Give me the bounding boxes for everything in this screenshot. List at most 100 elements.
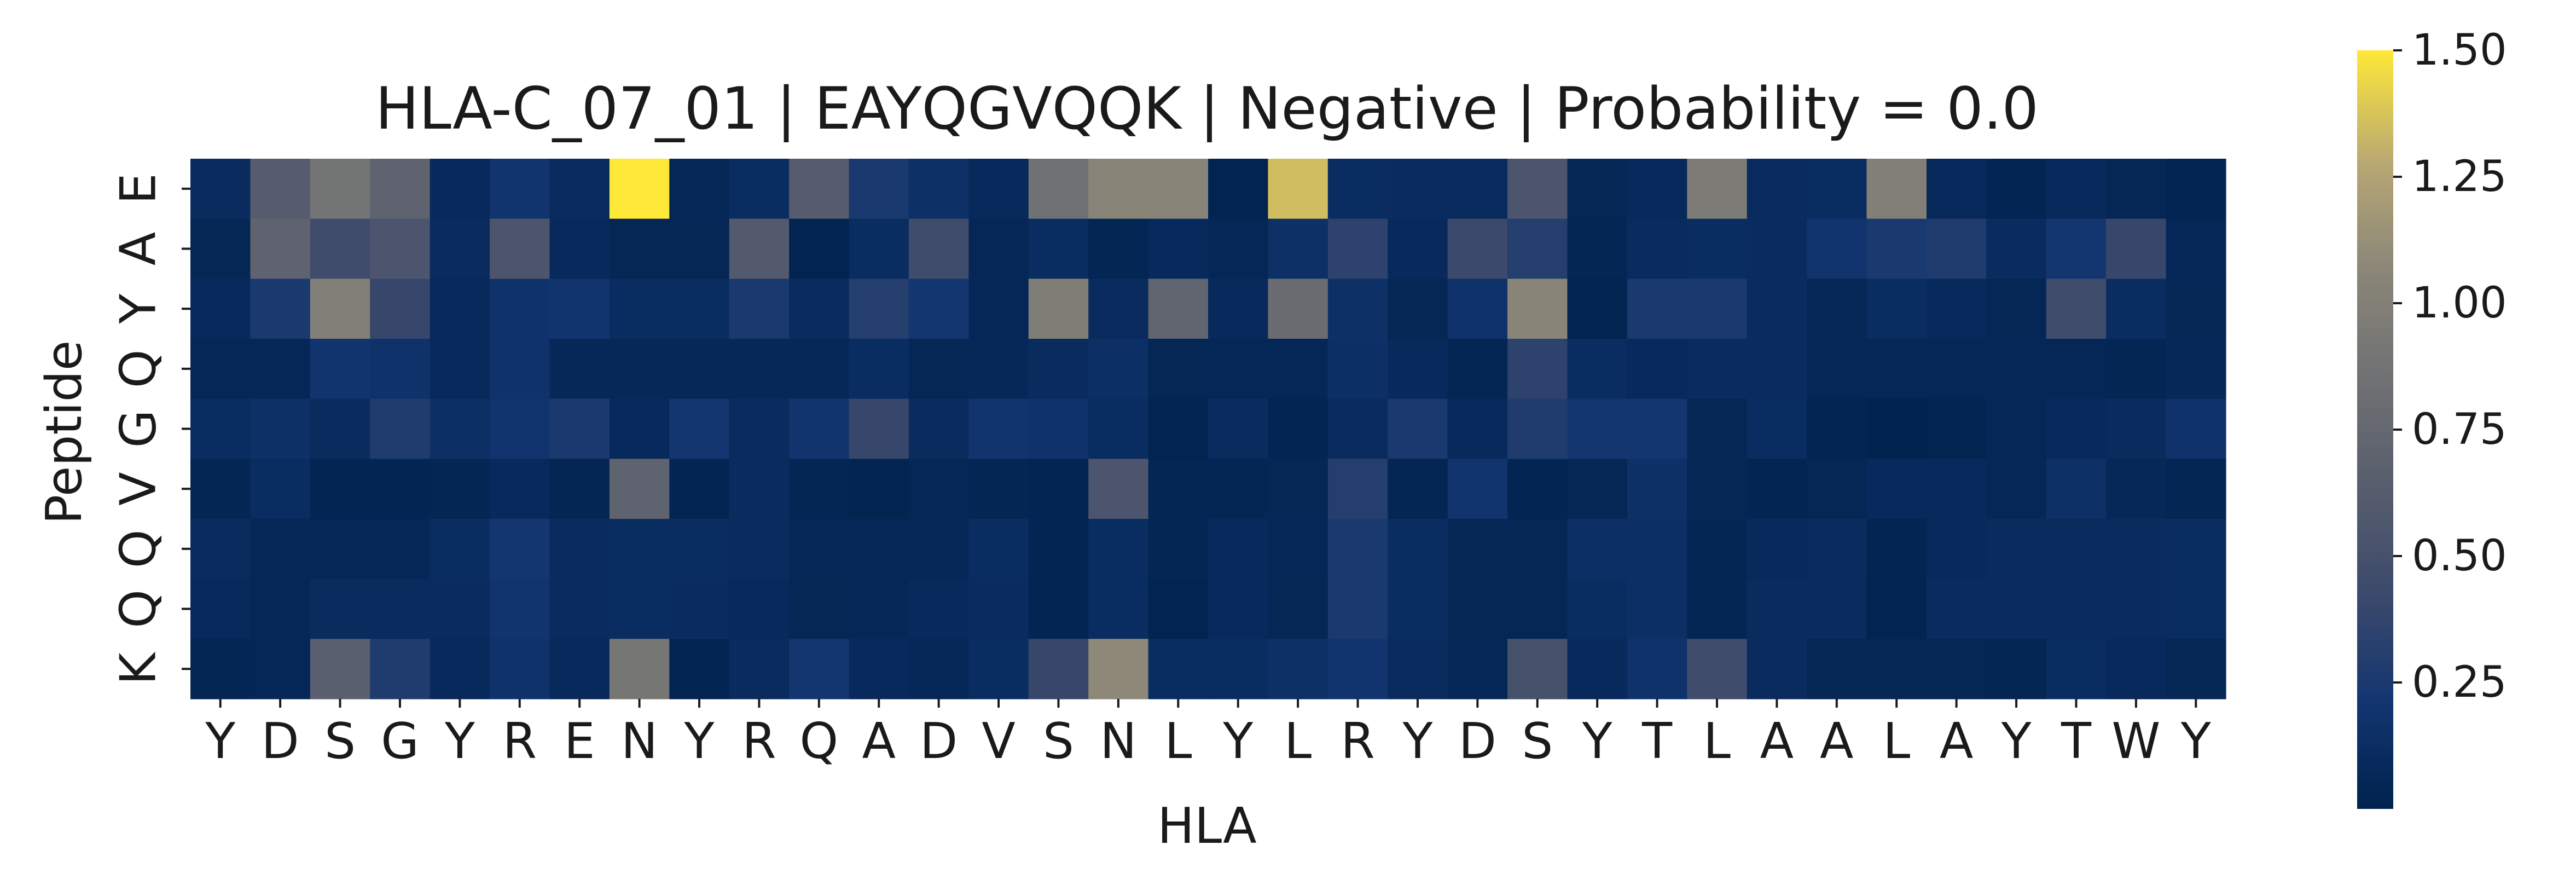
heatmap-cell [1986, 159, 2047, 219]
heatmap-cell [1507, 639, 1568, 699]
heatmap-cell [2106, 459, 2167, 519]
heatmap-cell [430, 639, 490, 699]
heatmap-cell [1148, 398, 1209, 459]
y-tick-label: E [110, 173, 167, 204]
heatmap-cell [1627, 578, 1687, 639]
x-tick-label: Y [2001, 713, 2032, 770]
heatmap-cell [908, 159, 969, 219]
heatmap-cell [789, 398, 850, 459]
heatmap-cell [1208, 578, 1269, 639]
colorbar-ticks: 0.25 0.50 0.75 1.00 1.25 1.50 [2393, 26, 2507, 707]
heatmap-cell [1388, 639, 1448, 699]
heatmap-cell [849, 578, 909, 639]
heatmap-cell [1028, 519, 1089, 580]
heatmap-cells [190, 159, 2226, 699]
x-tick-label: Y [1582, 713, 1613, 770]
heatmap-cell [669, 339, 730, 400]
heatmap-cell [729, 279, 790, 339]
heatmap-cell [1986, 218, 2047, 279]
y-tick-label: V [110, 472, 167, 506]
x-tick-label: L [1883, 713, 1910, 770]
heatmap-cell [1926, 578, 1987, 639]
heatmap-cell [1807, 639, 1867, 699]
y-tick-label: Q [110, 349, 167, 388]
heatmap-cell [609, 339, 670, 400]
heatmap-cell [729, 639, 790, 699]
y-tick-label: A [110, 232, 167, 266]
heatmap-cell [2166, 218, 2226, 279]
heatmap-cell [190, 398, 251, 459]
heatmap-cell [1268, 339, 1328, 400]
x-tick-label: T [1641, 713, 1673, 770]
heatmap-cell [609, 459, 670, 519]
x-tick-label: A [1820, 713, 1854, 770]
heatmap-cell [1088, 639, 1149, 699]
heatmap-cell [1747, 339, 1807, 400]
heatmap-cell [310, 279, 370, 339]
heatmap-cell [1028, 578, 1089, 639]
heatmap-cell [190, 578, 251, 639]
heatmap-cell [1687, 218, 1748, 279]
heatmap-cell [789, 218, 850, 279]
heatmap-cell [370, 339, 431, 400]
heatmap-cell [849, 218, 909, 279]
heatmap-cell [490, 218, 550, 279]
x-tick-label: W [2111, 713, 2160, 770]
heatmap-cell [310, 159, 370, 219]
heatmap-cell [490, 159, 550, 219]
heatmap-cell [1926, 398, 1987, 459]
heatmap-cell [1567, 639, 1628, 699]
x-tick-label: S [324, 713, 356, 770]
heatmap-cell [1807, 578, 1867, 639]
x-tick-label: V [982, 713, 1016, 770]
heatmap-cell [1088, 459, 1149, 519]
heatmap-cell [609, 398, 670, 459]
heatmap-cell [1447, 339, 1508, 400]
heatmap-cell [190, 159, 251, 219]
heatmap-cell [1388, 398, 1448, 459]
heatmap-cell [908, 279, 969, 339]
colorbar-tick-label: 1.50 [2412, 26, 2507, 75]
heatmap-cell [2166, 398, 2226, 459]
heatmap-cell [609, 279, 670, 339]
heatmap-cell [1627, 159, 1687, 219]
x-tick-label: A [1940, 713, 1974, 770]
heatmap-cell [1088, 339, 1149, 400]
heatmap-cell [1866, 459, 1927, 519]
heatmap-cell [1148, 218, 1209, 279]
heatmap-cell [1088, 279, 1149, 339]
heatmap-cell [549, 279, 610, 339]
heatmap-cell [1866, 218, 1927, 279]
heatmap-cell [2046, 339, 2107, 400]
heatmap-cell [908, 398, 969, 459]
heatmap-cell [1866, 159, 1927, 219]
heatmap-cell [1327, 159, 1388, 219]
heatmap-cell [430, 459, 490, 519]
heatmap-cell [789, 159, 850, 219]
heatmap-cell [1268, 279, 1328, 339]
heatmap-cell [1567, 159, 1628, 219]
heatmap-cell [549, 459, 610, 519]
heatmap-cell [430, 339, 490, 400]
heatmap-cell [2166, 339, 2226, 400]
heatmap-cell [1447, 519, 1508, 580]
heatmap-cell [849, 339, 909, 400]
heatmap-cell [310, 459, 370, 519]
heatmap-cell [669, 639, 730, 699]
heatmap-cell [1807, 459, 1867, 519]
x-tick-label: L [1284, 713, 1312, 770]
heatmap-cell [2046, 159, 2107, 219]
heatmap-cell [370, 578, 431, 639]
heatmap-cell [1088, 218, 1149, 279]
heatmap-cell [729, 578, 790, 639]
heatmap-cell [2166, 279, 2226, 339]
heatmap-cell [1747, 398, 1807, 459]
heatmap-cell [1627, 279, 1687, 339]
heatmap-cell [968, 398, 1029, 459]
x-tick-label: S [1043, 713, 1074, 770]
heatmap-cell [2106, 639, 2167, 699]
heatmap-cell [549, 578, 610, 639]
y-tick-label: K [110, 652, 167, 685]
heatmap-cell [1028, 398, 1089, 459]
